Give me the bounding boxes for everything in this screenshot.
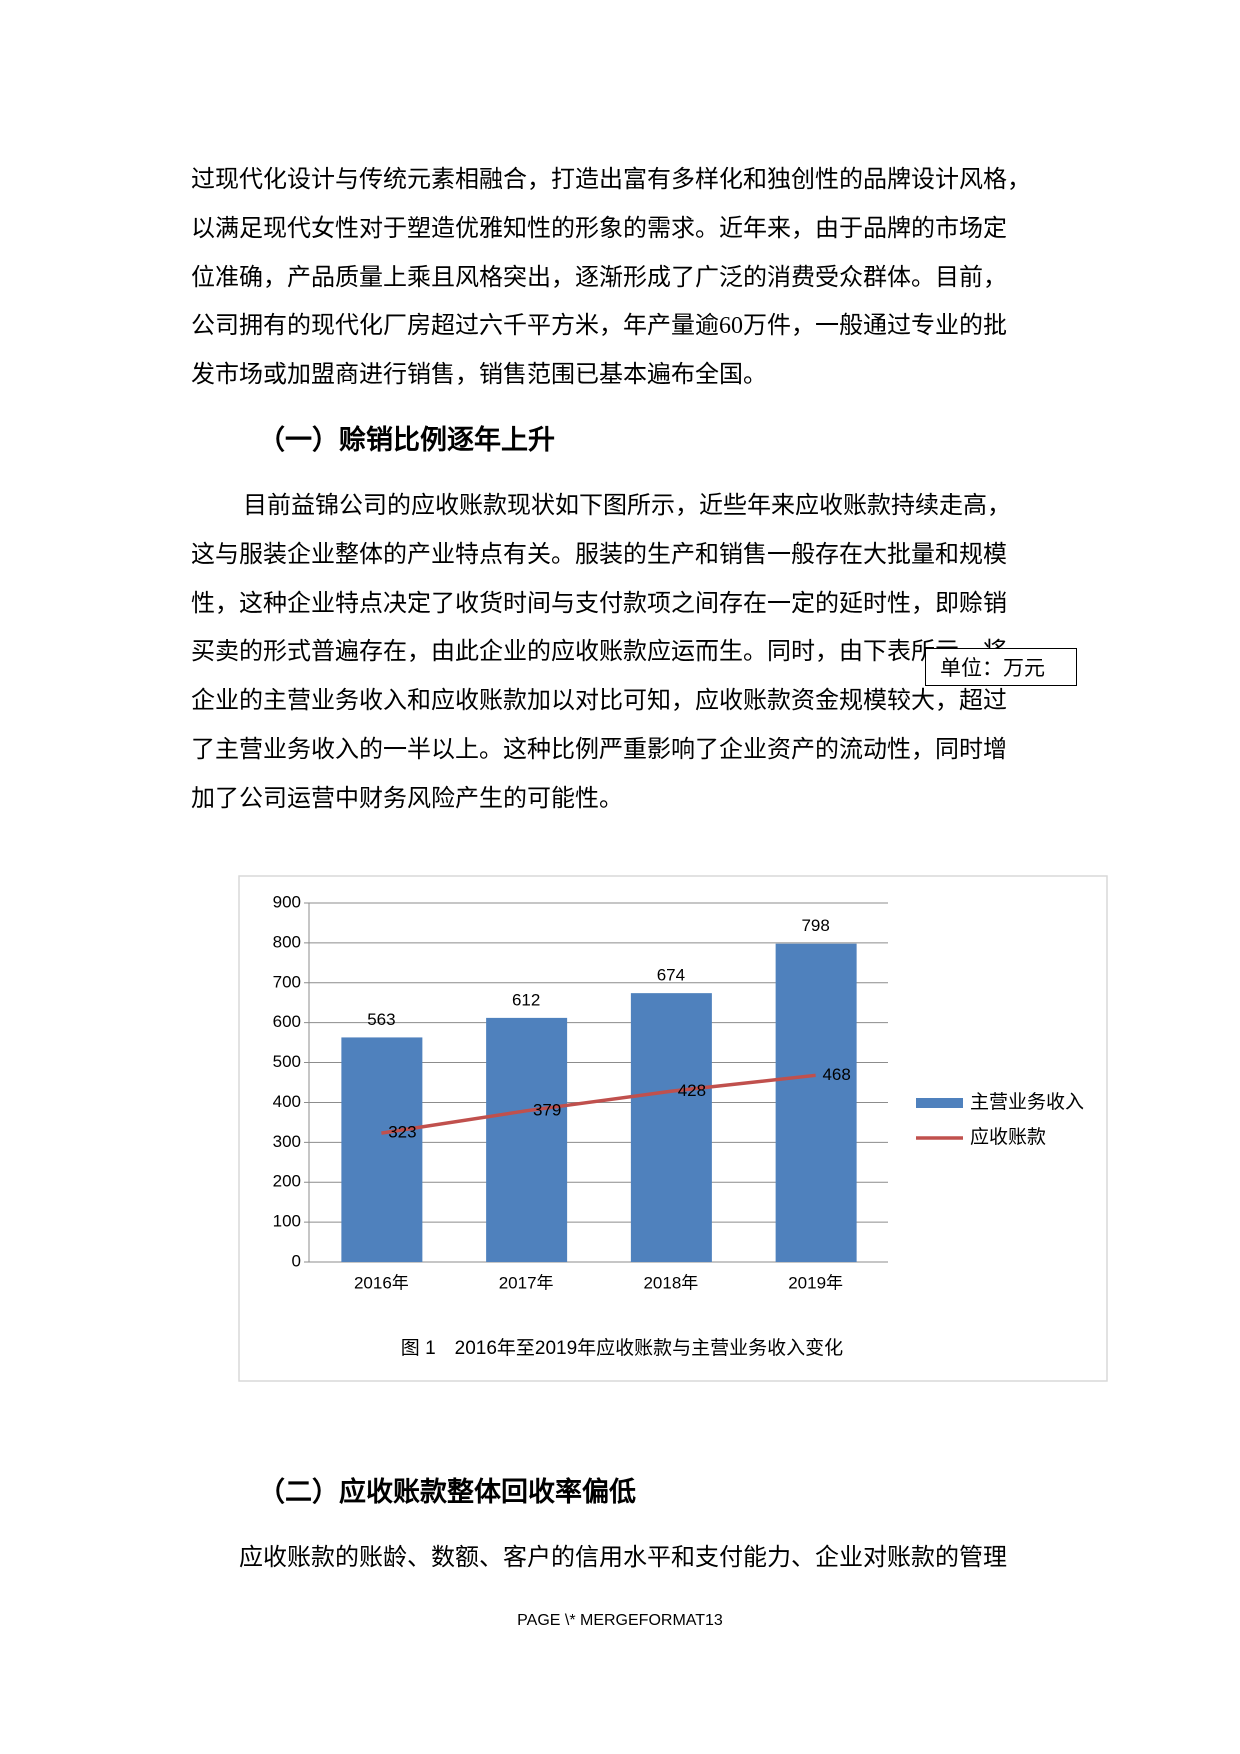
data-label: 798 [801, 916, 829, 935]
y-tick-label: 600 [273, 1012, 301, 1031]
data-label: 612 [512, 990, 540, 1009]
y-tick-label: 400 [273, 1092, 301, 1111]
paragraph-line: 买卖的形式普遍存在，由此企业的应收账款应运而生。同时，由下表所示，将 [191, 639, 1007, 666]
paragraph-line: 加了公司运营中财务风险产生的可能性。 [191, 785, 623, 812]
chart-caption: 图 1 2016年至2019年应收账款与主营业务收入变化 [401, 1337, 843, 1359]
bar [486, 1017, 568, 1262]
data-label: 674 [657, 966, 685, 985]
line [381, 1073, 816, 1135]
paragraph-line: 企业的主营业务收入和应收账款加以对比可知，应收账款资金规模较大，超过 [191, 688, 1007, 715]
paragraph-line: 以满足现代女性对于塑造优雅知性的形象的需求。近年来，由于品牌的市场定 [191, 215, 1007, 242]
y-tick-label: 100 [273, 1212, 301, 1231]
x-tick-label: 2018年 [643, 1273, 698, 1292]
y-tick-label: 700 [273, 972, 301, 991]
y-tick-label: 300 [273, 1132, 301, 1151]
paragraph-line: 过现代化设计与传统元素相融合，打造出富有多样化和独创性的品牌设计风格， [191, 167, 1031, 193]
section-heading: （一）赊销比例逐年上升 [258, 425, 555, 456]
section-heading: （二）应收账款整体回收率偏低 [258, 1477, 636, 1508]
paragraph-line: 位准确，产品质量上乘且风格突出，逐渐形成了广泛的消费受众群体。目前， [191, 264, 1007, 291]
data-label: 563 [367, 1010, 395, 1029]
x-tick-label: 2017年 [499, 1273, 554, 1292]
x-tick-label: 2016年 [354, 1273, 409, 1292]
y-tick-label: 200 [273, 1172, 301, 1191]
y-tick-label: 500 [273, 1052, 301, 1071]
y-tick-label: 0 [292, 1251, 301, 1270]
legend-label: 主营业务收入 [970, 1091, 1084, 1113]
legend-swatch [916, 1098, 963, 1108]
paragraph-line: 发市场或加盟商进行销售，销售范围已基本遍布全国。 [191, 362, 767, 389]
paragraph-line: 了主营业务收入的一半以上。这种比例严重影响了企业资产的流动性，同时增 [191, 737, 1007, 763]
data-label: 379 [533, 1100, 561, 1119]
data-label: 468 [822, 1065, 850, 1084]
data-label: 323 [388, 1123, 416, 1142]
data-label: 428 [678, 1081, 706, 1100]
unit-note: 单位：万元 [925, 648, 1077, 686]
legend-label: 应收账款 [970, 1126, 1046, 1148]
y-tick-label: 900 [273, 892, 301, 911]
x-tick-label: 2019年 [788, 1273, 843, 1292]
paragraph-line: 公司拥有的现代化厂房超过六千平方米，年产量逾60万件，一般通过专业的批 [191, 313, 1007, 340]
bar [630, 993, 712, 1262]
y-tick-label: 800 [273, 932, 301, 951]
page-footer: PAGE \* MERGEFORMAT13 [517, 1612, 723, 1629]
paragraph-line: 目前益锦公司的应收账款现状如下图所示，近些年来应收账款持续走高， [243, 493, 1011, 519]
bar [775, 943, 857, 1262]
bar [341, 1037, 423, 1262]
paragraph-line: 这与服装企业整体的产业特点有关。服装的生产和销售一般存在大批量和规模 [191, 541, 1007, 568]
paragraph-line: 性，这种企业特点决定了收货时间与支付款项之间存在一定的延时性，即赊销 [191, 590, 1007, 617]
paragraph-line: 应收账款的账龄、数额、客户的信用水平和支付能力、企业对账款的管理 [239, 1545, 1007, 1571]
